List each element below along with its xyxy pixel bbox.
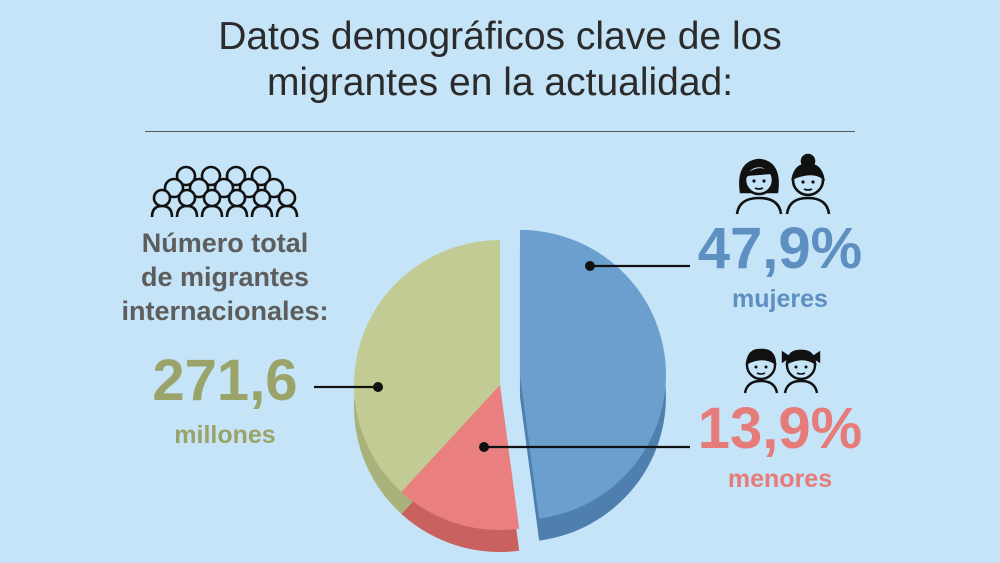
chart-title-line-1: Datos demográficos clave de los <box>218 15 782 58</box>
leader-dot-minors <box>479 442 489 452</box>
pie-slice-mujeres <box>519 229 666 519</box>
leader-dot-women <box>585 261 595 271</box>
pie-slice-resto <box>353 240 500 492</box>
total-label-line-3: internacionales: <box>121 296 329 326</box>
chart-title-line-2: migrantes en la actualidad: <box>266 61 734 104</box>
total-value: 271,6 <box>152 348 298 413</box>
pie-slice-menores <box>401 385 520 530</box>
minors-label: menores <box>727 465 833 493</box>
crowd-icon <box>150 165 299 218</box>
minors-percent: 13,9% <box>697 396 863 461</box>
women-label: mujeres <box>732 285 828 313</box>
total-unit: millones <box>174 421 276 449</box>
chart-title: Datos demográficos clave de los migrante… <box>0 14 1000 106</box>
title-divider <box>145 131 855 132</box>
children-icon <box>743 348 821 394</box>
women-icon <box>735 153 831 215</box>
total-label-line-1: Número total <box>141 228 309 258</box>
leader-dot-total <box>373 382 383 392</box>
total-label: Número total de migrantes internacionale… <box>100 226 350 328</box>
total-label-line-2: de migrantes <box>140 262 310 292</box>
women-percent: 47,9% <box>697 216 863 281</box>
